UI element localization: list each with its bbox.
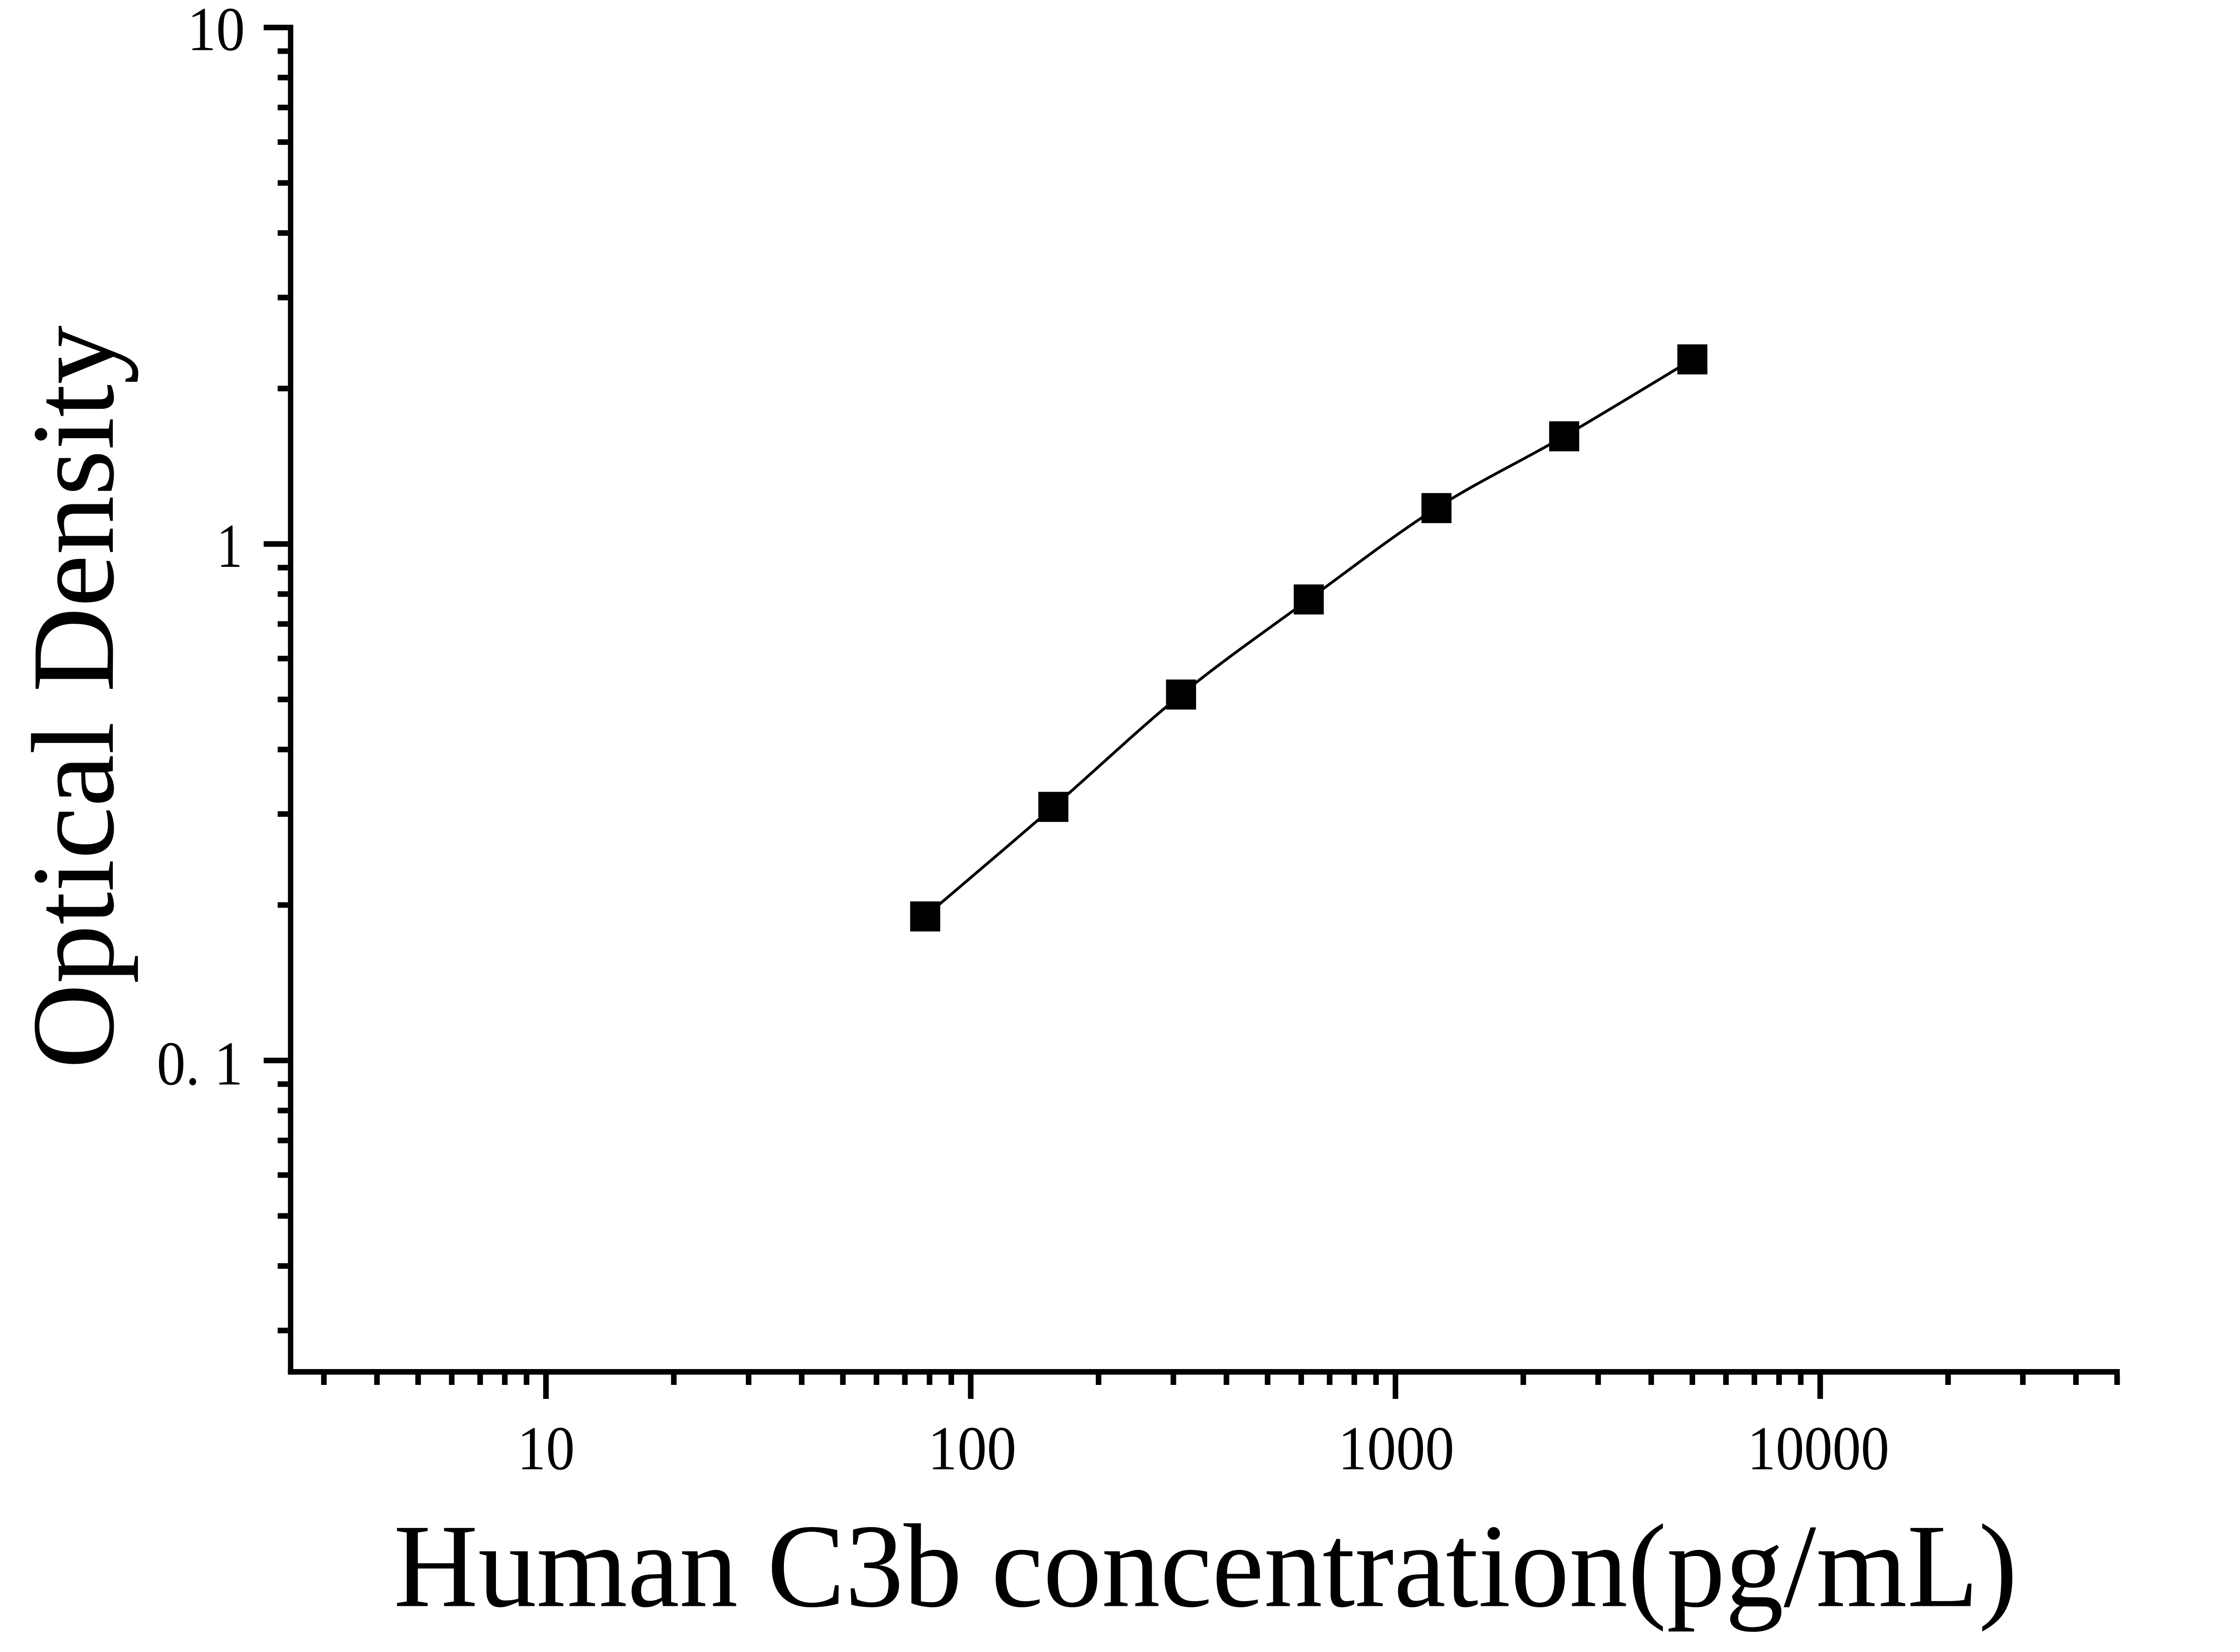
svg-text:10: 10 bbox=[517, 1414, 575, 1483]
svg-text:1000: 1000 bbox=[1338, 1414, 1454, 1483]
svg-text:Optical Density: Optical Density bbox=[8, 325, 138, 1069]
svg-text:10: 10 bbox=[187, 0, 245, 64]
svg-text:100: 100 bbox=[928, 1414, 1017, 1483]
svg-text:1: 1 bbox=[217, 511, 242, 580]
svg-text:10000: 10000 bbox=[1747, 1414, 1889, 1483]
svg-text:0. 1: 0. 1 bbox=[157, 1029, 243, 1098]
svg-text:Human C3b concentration(pg/mL): Human C3b concentration(pg/mL) bbox=[394, 1501, 2018, 1632]
